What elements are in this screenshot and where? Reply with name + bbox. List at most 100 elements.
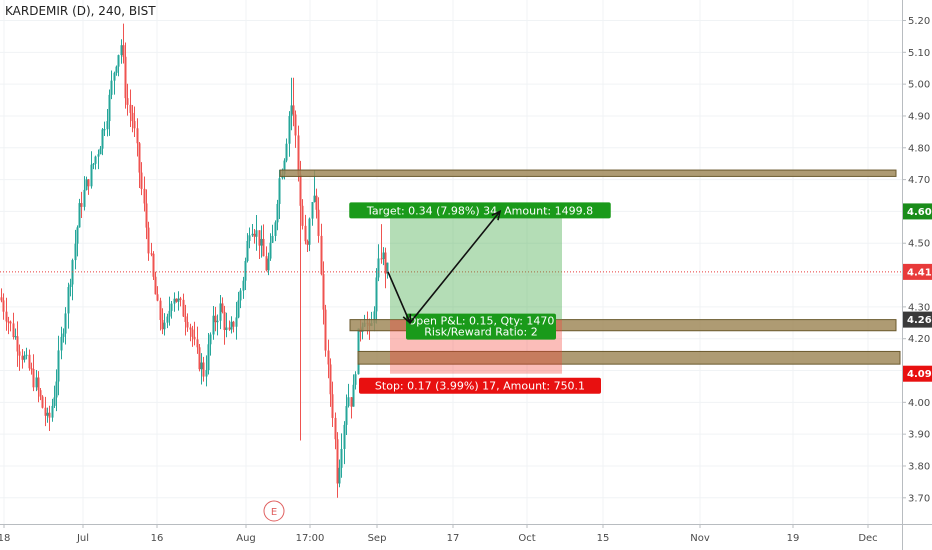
candle-body [285, 143, 288, 161]
price-tag-bg [903, 203, 932, 220]
x-tick-label: Oct [518, 533, 535, 544]
stop-label-bg [359, 377, 601, 394]
candle-body [340, 448, 343, 468]
price-tag-bg [903, 263, 932, 280]
candle-body [242, 280, 245, 291]
candle-body [299, 174, 302, 206]
candle-body [30, 368, 33, 370]
price-tag-4.26: 4.26 [903, 311, 932, 328]
candle-body [152, 253, 155, 277]
candle-body [345, 406, 348, 425]
candle-body [159, 300, 162, 321]
x-tick-label: Dec [858, 533, 877, 544]
candle-body [120, 45, 123, 56]
candle-body [283, 160, 286, 175]
candle-body [150, 253, 153, 255]
candle-body [2, 300, 5, 312]
candle-body [90, 164, 93, 187]
candle-body [69, 284, 72, 287]
y-tick-label: 3.80 [908, 461, 930, 472]
candle-body [221, 303, 224, 312]
candle-body [39, 390, 42, 397]
arrow-head [402, 313, 412, 325]
arrow-head [491, 209, 502, 221]
candle-body [382, 252, 385, 259]
candle-body [0, 297, 3, 301]
candle-body [237, 300, 240, 318]
candle-body [179, 298, 182, 300]
candle-body [327, 350, 330, 365]
candle-body [161, 320, 164, 330]
candle-body [35, 377, 38, 388]
earnings-circle [263, 500, 285, 522]
candle-body [248, 235, 251, 241]
x-tick-label: Nov [690, 533, 710, 544]
candle-body [219, 303, 222, 321]
candle-body [99, 148, 102, 155]
candle-body [350, 397, 353, 407]
candle-body [320, 235, 323, 275]
candle-body [76, 227, 79, 244]
candle-body [16, 336, 19, 352]
chart-title: KARDEMIR (D), 240, BIST [5, 4, 156, 18]
candle-body [290, 105, 293, 117]
candle-body [205, 370, 208, 377]
x-tick-label: 16 [151, 533, 164, 544]
candle-body [189, 327, 192, 330]
x-tick-label: 17:00 [296, 533, 325, 544]
candle-body [209, 334, 212, 345]
candle-body [28, 354, 31, 369]
candle-body [271, 235, 274, 243]
pnl-bg [406, 313, 556, 340]
candle-body [184, 316, 187, 322]
candle-body [380, 258, 383, 260]
y-tick-label: 5.00 [908, 80, 930, 91]
y-tick-label: 3.90 [908, 430, 930, 441]
candle-body [331, 394, 334, 418]
candle-body [78, 203, 81, 228]
candle-body [108, 94, 111, 122]
candle-body [129, 104, 132, 113]
candle-body [74, 243, 77, 261]
candle-body [156, 294, 159, 301]
candle-body [67, 286, 70, 314]
candle-body [212, 315, 215, 335]
candle-body [306, 241, 309, 245]
candle-body [41, 396, 44, 408]
candle-body [235, 317, 238, 327]
candle-body [143, 188, 146, 204]
candle-body [276, 203, 279, 223]
target-label: Target: 0.34 (7.98%) 34, Amount: 1499.8 [349, 202, 611, 219]
candle-body [115, 66, 118, 73]
candle-body [117, 55, 120, 67]
candle-body [265, 256, 268, 271]
candle-body [207, 344, 210, 371]
candle-body [21, 355, 24, 360]
candle-body [145, 203, 148, 228]
candle-body [173, 298, 176, 304]
candle-body [147, 227, 150, 254]
candle-body [177, 298, 180, 302]
x-axis-bg [0, 524, 932, 550]
candle-body [170, 303, 173, 311]
candle-body [48, 412, 51, 418]
candle-body [12, 323, 15, 337]
candle-body [384, 252, 387, 274]
candle-body [37, 377, 40, 391]
candle-body [168, 310, 171, 317]
price-tag-bg [903, 365, 932, 382]
candle-body [122, 45, 125, 57]
candle-body [163, 322, 166, 330]
candle-body [225, 327, 228, 331]
candle-body [338, 467, 341, 484]
price-tag-bg [903, 311, 932, 328]
position-tool[interactable]: Target: 0.34 (7.98%) 34, Amount: 1499.8 S… [263, 202, 611, 522]
price-tag-text: 4.41 [907, 267, 932, 278]
target-label-text: Target: 0.34 (7.98%) 34, Amount: 1499.8 [366, 204, 593, 217]
candle-body [57, 350, 60, 382]
candle-body [55, 381, 58, 398]
plot-background [0, 0, 902, 524]
candle-body [140, 172, 143, 189]
candle-body [317, 209, 320, 236]
